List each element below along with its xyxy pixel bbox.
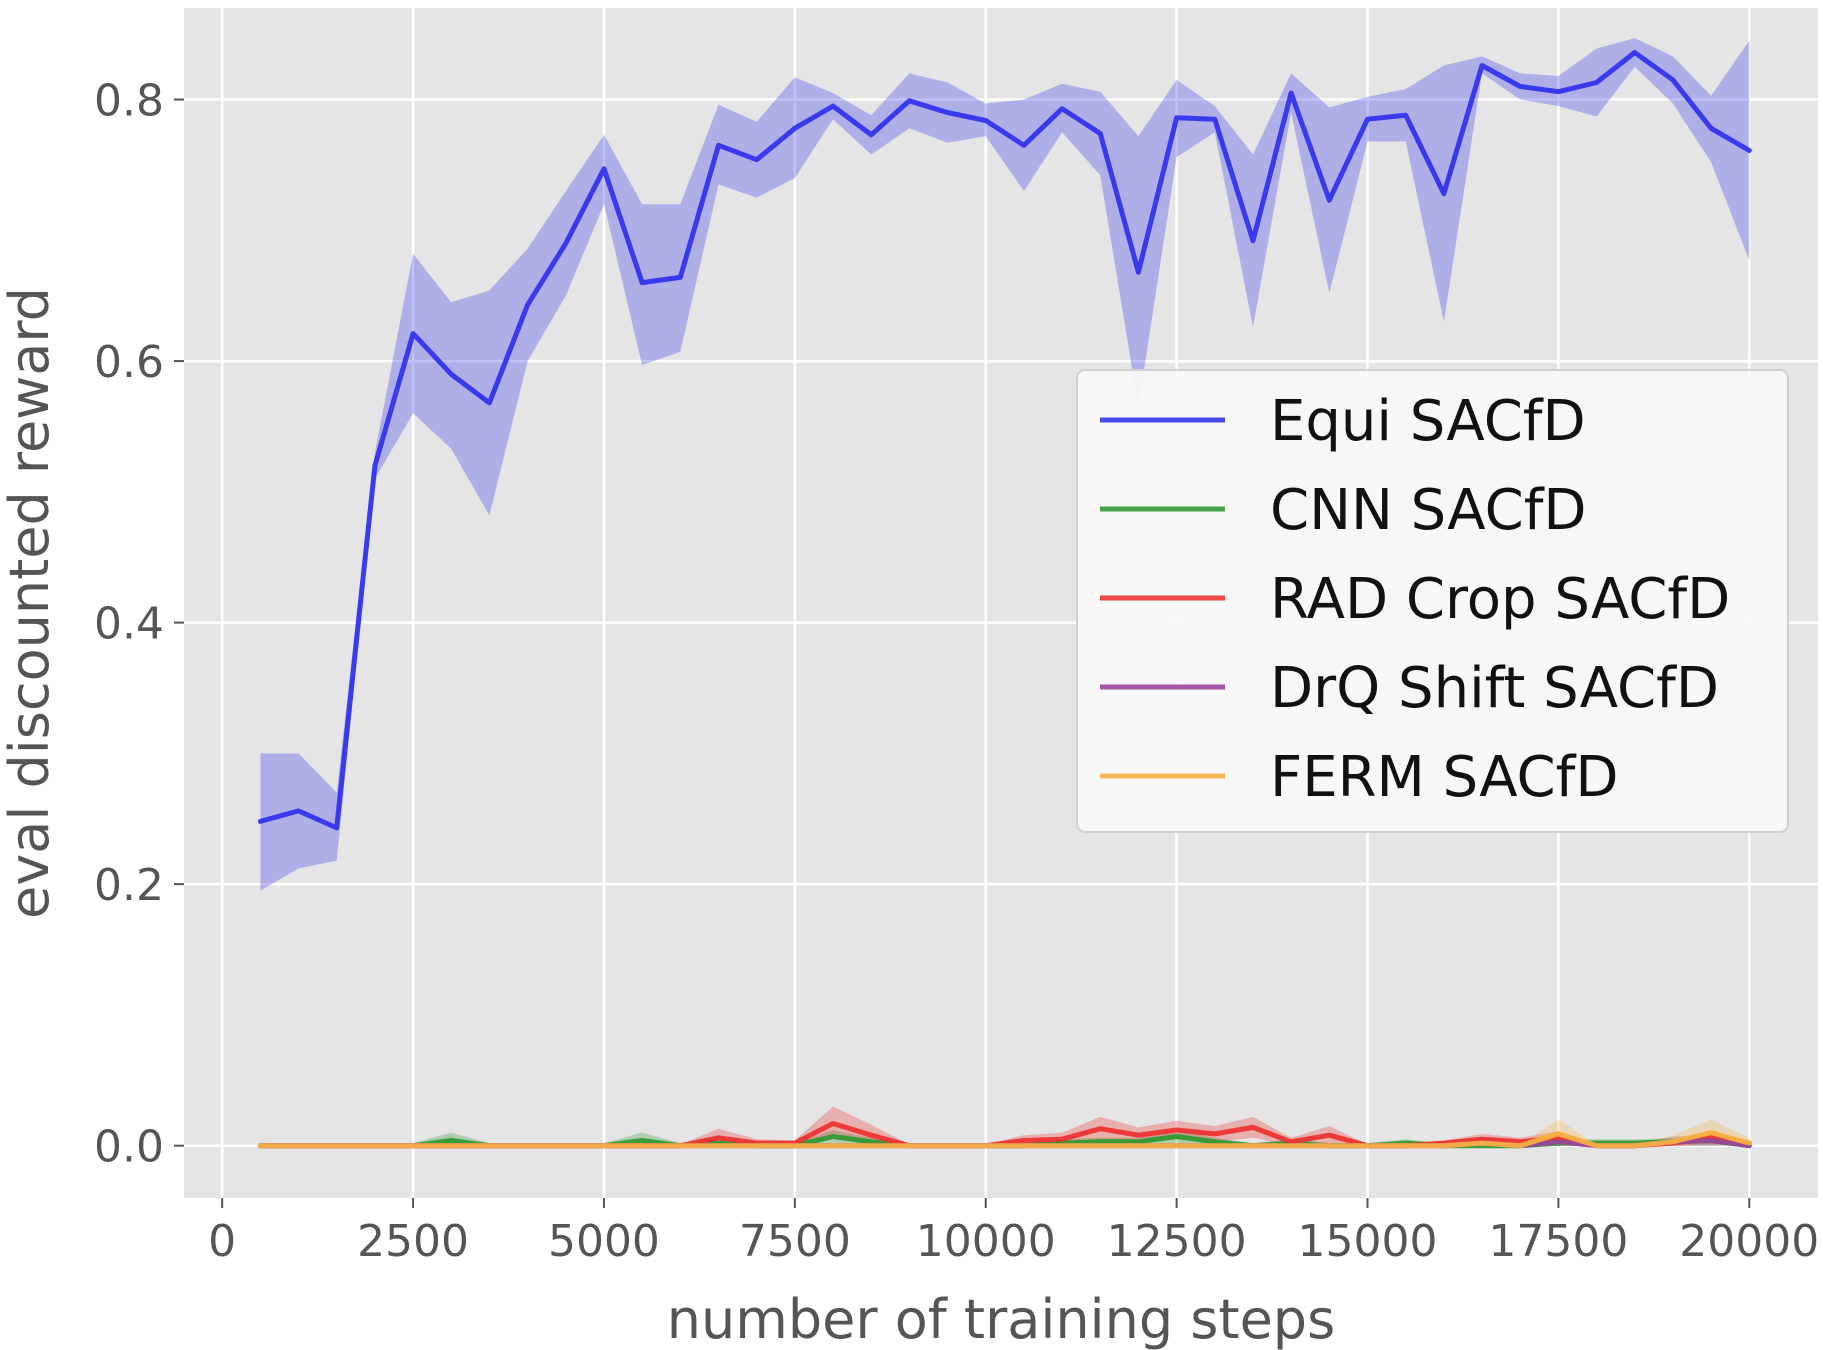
y-tick-label: 0.2	[94, 860, 164, 911]
x-tick-label: 17500	[1488, 1216, 1628, 1267]
equi-sacfd-line	[257, 50, 1752, 831]
legend-label-equi-sacfd: Equi SACfD	[1270, 389, 1586, 454]
series-lines	[257, 50, 1752, 1149]
x-tick-label: 20000	[1679, 1216, 1819, 1267]
x-axis-ticks: 0 2500 5000 7500 10000 12500 15000 17500 20000	[208, 1198, 1819, 1267]
y-tick-label: 0.6	[94, 337, 164, 388]
x-tick-label: 12500	[1107, 1216, 1247, 1267]
x-tick-label: 15000	[1298, 1216, 1438, 1267]
x-axis-title: number of training steps	[667, 1288, 1335, 1350]
legend-label-drq-shift-sacfd: DrQ Shift SACfD	[1270, 656, 1719, 721]
y-tick-label: 0.0	[94, 1122, 164, 1173]
x-tick-label: 0	[208, 1216, 236, 1267]
legend-label-ferm-sacfd: FERM SACfD	[1270, 745, 1618, 810]
x-tick-label: 10000	[916, 1216, 1056, 1267]
y-axis-ticks: 0.0 0.2 0.4 0.6 0.8	[94, 76, 184, 1173]
legend-label-cnn-sacfd: CNN SACfD	[1270, 478, 1587, 543]
legend-label-rad-crop-sacfd: RAD Crop SACfD	[1270, 567, 1730, 632]
legend-box	[1076, 369, 1789, 833]
y-axis-title: eval discounted reward	[0, 287, 61, 919]
x-tick-label: 2500	[357, 1216, 469, 1267]
ferm-sacfd-line	[257, 1130, 1752, 1149]
x-tick-label: 7500	[739, 1216, 851, 1267]
y-tick-label: 0.8	[94, 76, 164, 127]
x-tick-label: 5000	[548, 1216, 660, 1267]
y-tick-label: 0.4	[94, 599, 164, 650]
legend: Equi SACfD CNN SACfD RAD Crop SACfD DrQ Shi…	[1076, 369, 1789, 833]
